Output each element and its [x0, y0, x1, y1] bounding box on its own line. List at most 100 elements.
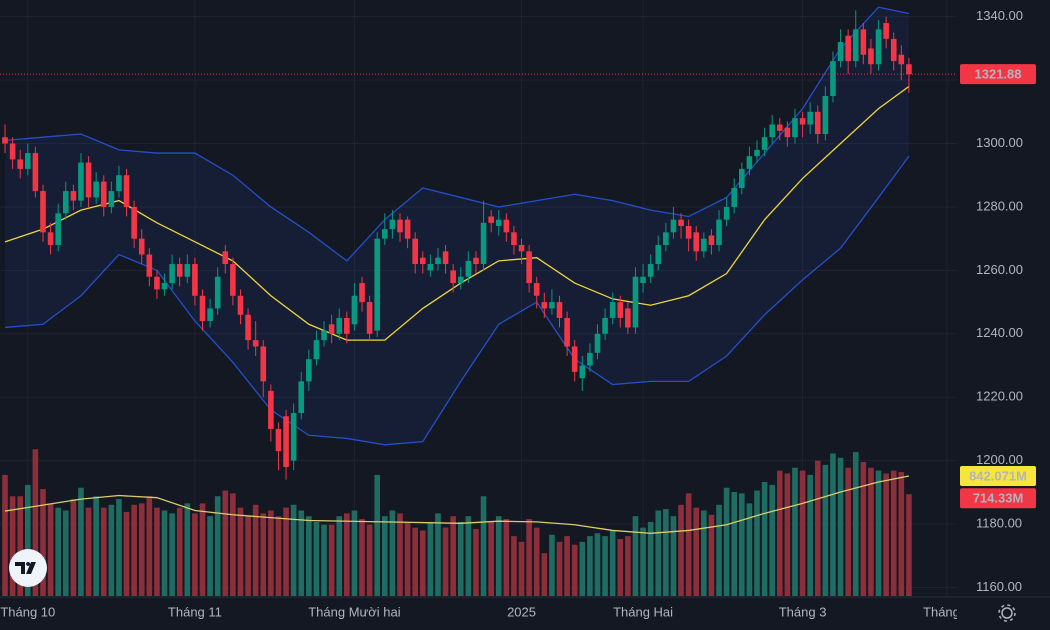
candle-body	[427, 264, 434, 271]
volume-bar	[564, 536, 570, 596]
candle-body	[632, 276, 639, 328]
volume-bar	[62, 510, 69, 596]
candle-body	[473, 257, 479, 265]
candle-body	[647, 264, 654, 277]
volume-bar	[617, 539, 624, 596]
candle-body	[518, 245, 525, 252]
volume-bar	[609, 530, 616, 596]
candle-body	[746, 156, 753, 169]
candle-body	[442, 251, 449, 265]
volume-bar	[890, 470, 897, 596]
volume-bar	[207, 516, 213, 596]
candle-body	[526, 251, 532, 284]
x-tick-label: Tháng 3	[779, 604, 827, 619]
volume-bar	[488, 521, 494, 596]
candle-body	[799, 118, 806, 125]
volume-bar	[344, 513, 350, 596]
candle-body	[78, 162, 84, 201]
volume-bar	[746, 503, 753, 596]
candle-body	[93, 181, 99, 198]
candle-body	[480, 222, 487, 265]
volume-bar	[404, 521, 411, 596]
candle-body	[769, 124, 775, 138]
volume-label: 714.33M	[973, 491, 1024, 506]
candle-body	[625, 308, 631, 328]
candle-body	[100, 181, 107, 207]
candle-body	[237, 295, 244, 315]
volume-bar	[359, 519, 365, 596]
y-tick-label: 1280.00	[976, 198, 1023, 213]
volume-bar	[685, 493, 692, 596]
candle-body	[138, 238, 145, 255]
candle-body	[587, 352, 593, 366]
y-tick-label: 1260.00	[976, 262, 1023, 277]
volume-bar	[860, 462, 867, 596]
volume-bar	[708, 514, 715, 596]
candle-body	[412, 238, 418, 265]
candle-body	[116, 175, 122, 192]
volume-bar	[17, 496, 24, 596]
volume-bar	[693, 507, 700, 596]
candle-body	[678, 219, 684, 226]
candle-body	[328, 324, 335, 334]
candle-body	[503, 219, 510, 233]
volume-bar	[814, 460, 821, 596]
last-price-label-box	[960, 64, 1036, 85]
candle-body	[222, 251, 229, 265]
candle-body	[245, 314, 251, 341]
candle-body	[898, 54, 905, 65]
volume-ma-label: 842.071M	[969, 468, 1027, 483]
volume-bar	[754, 490, 760, 596]
volume-bar	[632, 516, 639, 596]
plot	[0, 6, 957, 596]
volume-bar	[549, 534, 555, 596]
volume-bar	[442, 527, 449, 596]
volume-bar	[237, 507, 244, 596]
y-tick-label: 1240.00	[976, 325, 1023, 340]
candle-body	[252, 340, 259, 347]
volume-bar	[579, 541, 586, 596]
band-fill	[5, 7, 909, 445]
candle-body	[321, 330, 327, 341]
volume-bar	[701, 510, 707, 596]
volume-bar	[875, 470, 882, 596]
volume-bar	[93, 496, 99, 596]
candle-body	[883, 23, 889, 39]
volume-bar	[192, 513, 198, 596]
candle-body	[9, 143, 16, 160]
y-tick-label: 1220.00	[976, 389, 1023, 404]
volume-bar	[131, 504, 137, 596]
volume-bar	[25, 484, 31, 596]
candle-body	[169, 264, 175, 284]
volume-bar	[533, 527, 540, 596]
volume-bar	[222, 490, 229, 596]
candle-body	[739, 168, 745, 188]
volume-bar	[397, 513, 403, 596]
volume-bar	[328, 524, 335, 596]
volume-bar	[450, 516, 456, 596]
volume-bar	[419, 530, 426, 596]
candle-body	[404, 219, 411, 239]
candle-body	[382, 229, 388, 239]
volume-bar	[260, 513, 267, 596]
candle-body	[837, 42, 844, 62]
volume-bar	[541, 553, 548, 596]
candle-body	[571, 346, 578, 372]
candle-body	[283, 416, 289, 467]
volume-bar	[868, 467, 874, 596]
y-tick-label: 1300.00	[976, 135, 1023, 150]
candle-body	[845, 35, 851, 62]
volume-bar	[78, 487, 84, 596]
settings-icon[interactable]	[998, 604, 1016, 622]
candle-body	[230, 264, 236, 296]
candle-body	[62, 191, 69, 214]
candle-body	[17, 159, 24, 169]
candle-body	[397, 219, 403, 233]
volume-bar	[184, 503, 191, 596]
volume-bar	[883, 473, 889, 596]
volume-bar	[298, 510, 305, 596]
volume-bar	[655, 510, 662, 596]
candle-body	[25, 153, 31, 169]
volume-bar	[283, 507, 289, 596]
